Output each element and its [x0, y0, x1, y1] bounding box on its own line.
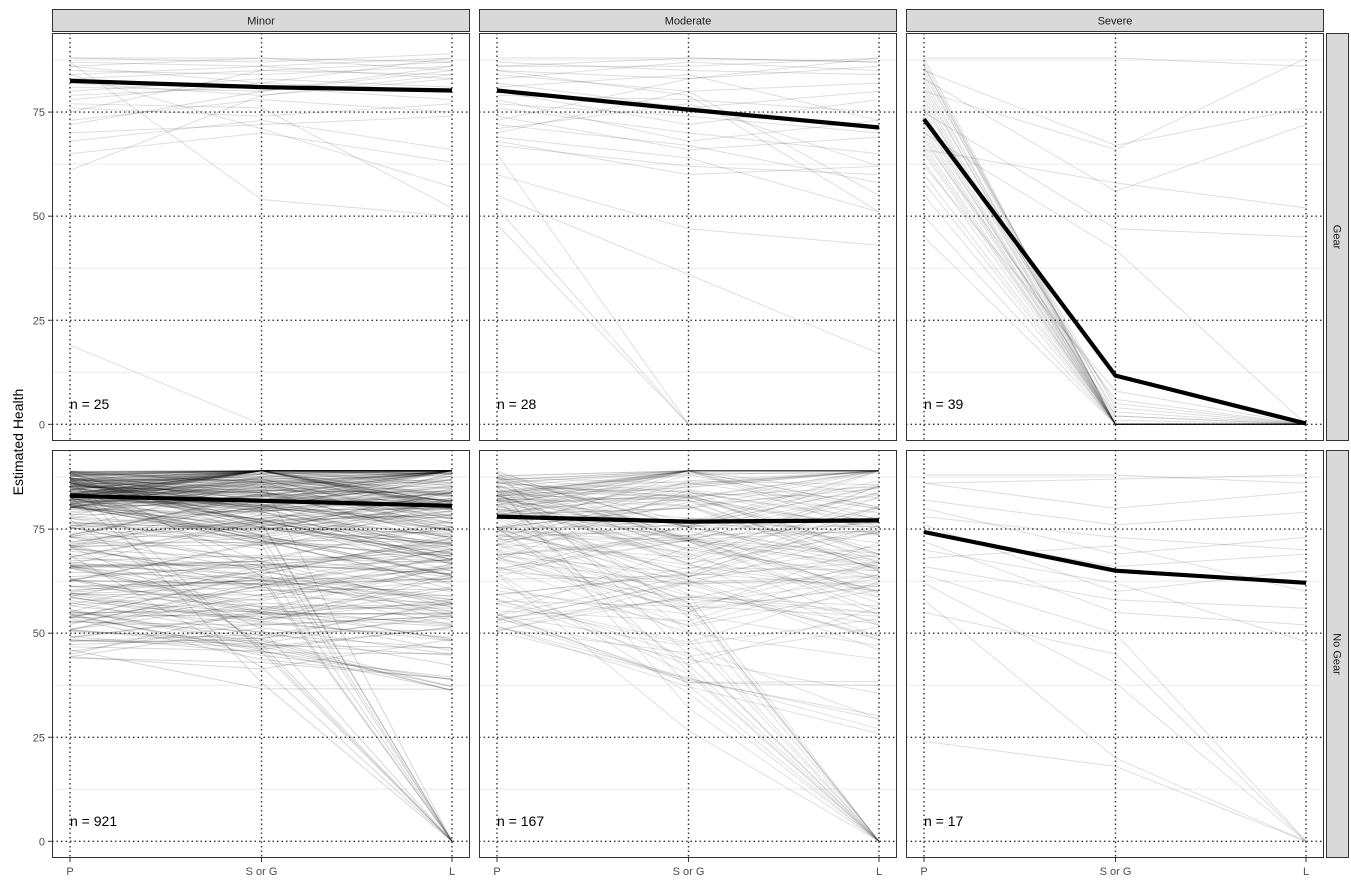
panel-gear-severe: n = 39: [906, 33, 1324, 441]
panel-no-gear-minor: n = 921 0 25 50 75 P S or G L: [33, 450, 470, 875]
row-strip-label: Gear: [1331, 225, 1343, 250]
sample-size-label: n = 167: [497, 813, 544, 829]
y-tick-label: 25: [33, 315, 45, 327]
x-tick-label: S or G: [246, 866, 278, 875]
x-tick-label: P: [920, 866, 927, 875]
column-strip-label: Minor: [247, 16, 275, 28]
x-tick-label: P: [66, 866, 73, 875]
x-tick-label: S or G: [1100, 866, 1132, 875]
y-tick-label: 0: [39, 836, 45, 848]
sample-size-label: n = 28: [497, 396, 537, 412]
y-tick-label: 25: [33, 732, 45, 744]
y-tick-label: 75: [33, 524, 45, 536]
y-tick-label: 0: [39, 419, 45, 431]
x-tick-label: L: [1303, 866, 1309, 875]
y-axis-label: Estimated Health: [10, 382, 26, 502]
panel-no-gear-severe: n = 17 P S or G L: [906, 450, 1324, 875]
panel-gear-minor: n = 25 0 25 50 75: [33, 33, 470, 441]
y-tick-label: 50: [33, 628, 45, 640]
column-strip-label: Moderate: [665, 16, 711, 28]
sample-size-label: n = 921: [70, 813, 117, 829]
y-tick-label: 50: [33, 211, 45, 223]
sample-size-label: n = 39: [924, 396, 964, 412]
panel-no-gear-moderate: n = 167 P S or G L: [479, 450, 897, 875]
column-strip-label: Severe: [1098, 16, 1133, 28]
x-tick-label: S or G: [673, 866, 705, 875]
x-tick-label: L: [449, 866, 455, 875]
row-strip-label: No Gear: [1331, 633, 1343, 675]
y-tick-label: 75: [33, 107, 45, 119]
sample-size-label: n = 25: [70, 396, 110, 412]
panel-gear-moderate: n = 28: [479, 33, 897, 441]
x-tick-label: P: [493, 866, 500, 875]
x-tick-label: L: [876, 866, 882, 875]
sample-size-label: n = 17: [924, 813, 964, 829]
